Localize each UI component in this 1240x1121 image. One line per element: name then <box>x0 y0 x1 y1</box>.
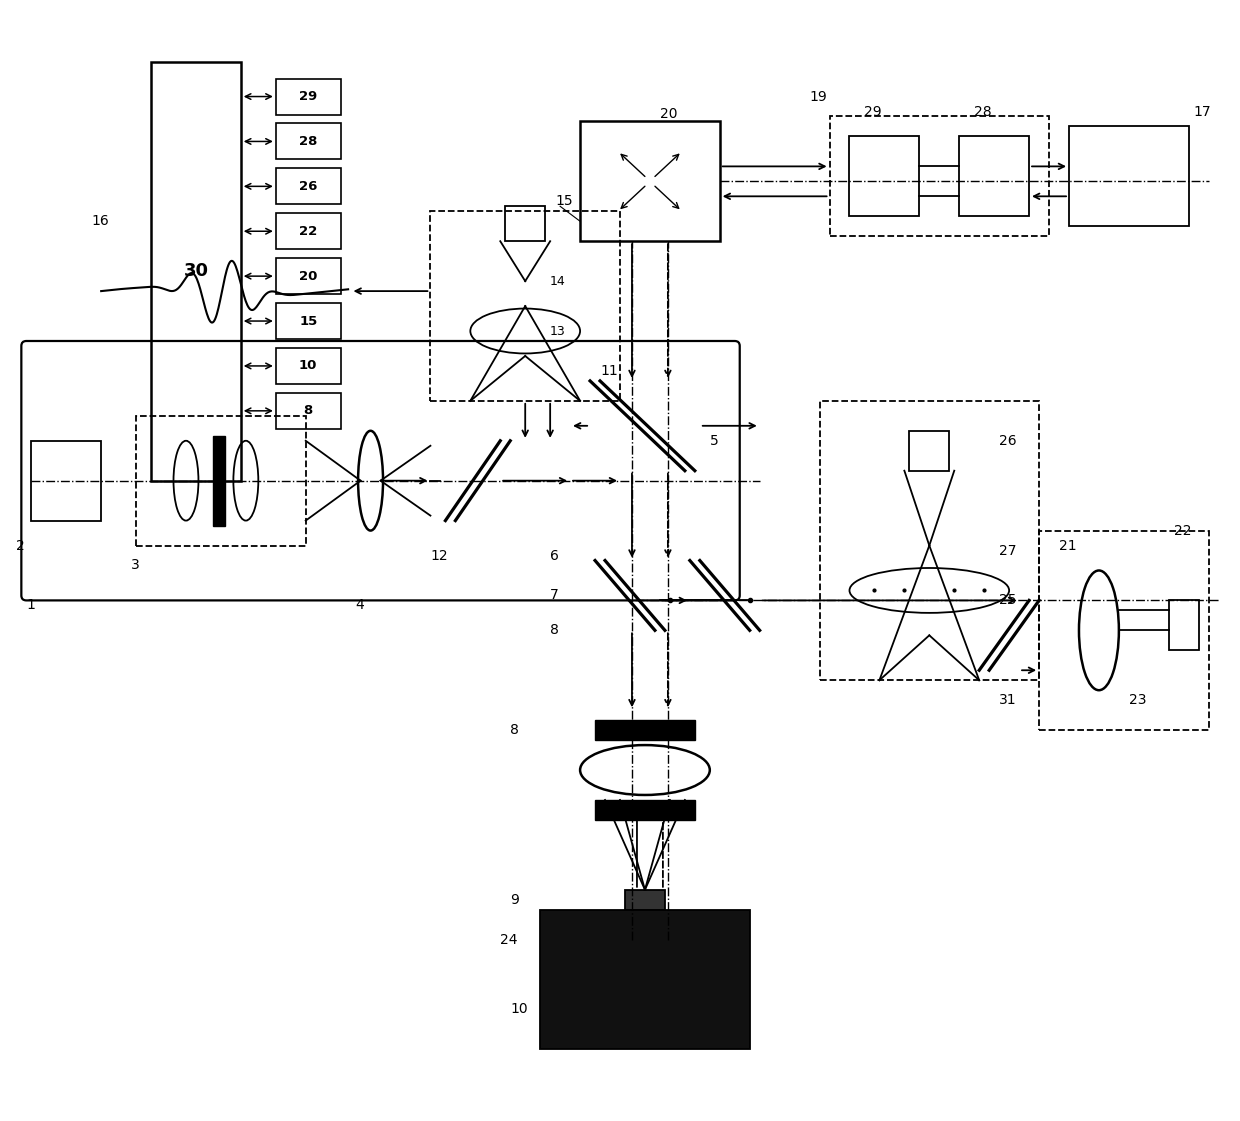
Text: 28: 28 <box>975 104 992 119</box>
Bar <box>275 258 341 294</box>
Text: 26: 26 <box>999 434 1017 447</box>
Bar <box>430 211 620 401</box>
Bar <box>625 890 665 910</box>
Bar <box>541 910 750 1049</box>
Text: 23: 23 <box>1128 693 1146 707</box>
Text: 31: 31 <box>999 693 1017 707</box>
Bar <box>580 121 719 241</box>
Text: 17: 17 <box>1194 104 1211 119</box>
Text: 15: 15 <box>556 194 573 209</box>
Text: 24: 24 <box>500 933 518 946</box>
Text: 22: 22 <box>1174 524 1192 538</box>
Text: 30: 30 <box>184 262 208 280</box>
Bar <box>960 137 1029 216</box>
Text: 8: 8 <box>551 623 559 638</box>
Bar <box>275 348 341 383</box>
Text: 3: 3 <box>131 558 140 573</box>
Bar <box>275 168 341 204</box>
Bar <box>151 62 241 481</box>
Text: 15: 15 <box>299 315 317 327</box>
Text: 4: 4 <box>356 599 365 612</box>
Text: 25: 25 <box>999 593 1017 608</box>
Text: 22: 22 <box>299 224 317 238</box>
Bar <box>136 416 306 546</box>
Bar <box>505 206 546 241</box>
Bar <box>275 123 341 159</box>
Text: 5: 5 <box>709 434 718 447</box>
Text: 29: 29 <box>864 104 882 119</box>
Bar <box>275 213 341 249</box>
Text: 10: 10 <box>299 360 317 372</box>
Bar <box>275 303 341 339</box>
Text: 2: 2 <box>16 538 25 553</box>
Bar <box>849 137 919 216</box>
Text: 26: 26 <box>299 179 317 193</box>
Bar <box>275 392 341 429</box>
Bar <box>1039 530 1209 730</box>
Text: 28: 28 <box>299 135 317 148</box>
Text: 14: 14 <box>551 275 565 288</box>
Bar <box>31 441 102 520</box>
Bar <box>595 800 694 819</box>
Text: 19: 19 <box>810 90 827 103</box>
Text: 11: 11 <box>600 364 618 378</box>
Bar <box>1069 127 1189 226</box>
Text: 20: 20 <box>660 106 677 120</box>
Text: 16: 16 <box>92 214 109 229</box>
Text: 12: 12 <box>430 548 448 563</box>
Text: 13: 13 <box>551 324 565 337</box>
Text: 6: 6 <box>551 548 559 563</box>
Text: 7: 7 <box>551 589 559 602</box>
Text: 8: 8 <box>510 723 520 738</box>
Text: 9: 9 <box>510 892 520 907</box>
Text: 8: 8 <box>304 405 312 417</box>
Text: 21: 21 <box>1059 538 1076 553</box>
Bar <box>820 401 1039 680</box>
Bar <box>909 430 950 471</box>
Text: 1: 1 <box>26 599 35 612</box>
Text: 27: 27 <box>999 544 1017 557</box>
Text: 10: 10 <box>510 1002 528 1017</box>
Bar <box>275 78 341 114</box>
Bar <box>595 720 694 740</box>
Bar <box>213 436 224 526</box>
Bar <box>830 117 1049 237</box>
Text: 29: 29 <box>299 90 317 103</box>
Text: 20: 20 <box>299 270 317 282</box>
Bar <box>1169 601 1199 650</box>
